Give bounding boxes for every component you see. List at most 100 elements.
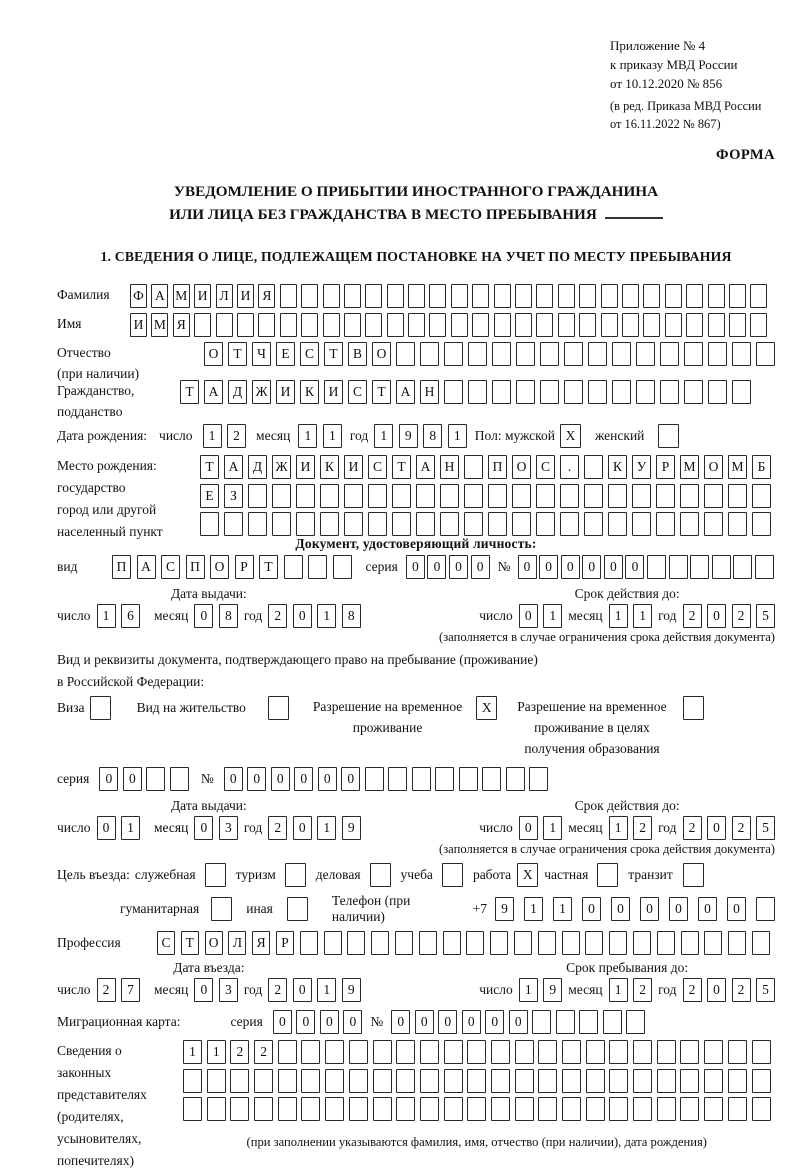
char-cell[interactable] <box>704 1068 724 1093</box>
char-cell[interactable] <box>536 512 555 537</box>
char-cell[interactable] <box>711 555 731 579</box>
char-cell[interactable]: И <box>276 380 295 404</box>
char-cell[interactable]: З <box>224 483 243 508</box>
char-cell[interactable] <box>493 313 511 337</box>
char-cell[interactable] <box>505 767 525 791</box>
char-cell[interactable]: 1 <box>317 978 337 1002</box>
char-cell[interactable] <box>267 696 289 720</box>
char-cell[interactable] <box>643 284 661 308</box>
char-cell[interactable] <box>206 1068 226 1093</box>
char-cell[interactable]: 0 <box>707 816 726 840</box>
char-cell[interactable] <box>728 483 747 508</box>
char-cell[interactable] <box>656 1040 676 1064</box>
char-cell[interactable] <box>435 767 455 791</box>
char-cell[interactable] <box>707 284 725 308</box>
char-cell[interactable]: 9 <box>341 816 361 840</box>
char-cell[interactable] <box>299 931 318 955</box>
char-cell[interactable] <box>258 313 276 337</box>
char-cell[interactable] <box>588 342 607 366</box>
char-cell[interactable] <box>372 1097 392 1122</box>
char-cell[interactable] <box>751 1068 771 1093</box>
char-cell[interactable]: 0 <box>391 1010 411 1034</box>
char-cell[interactable] <box>536 284 554 308</box>
char-cell[interactable] <box>200 512 219 537</box>
char-cell[interactable] <box>660 380 679 404</box>
char-cell[interactable] <box>420 342 439 366</box>
char-cell[interactable] <box>751 1097 771 1122</box>
char-cell[interactable] <box>371 931 390 955</box>
char-cell[interactable]: 0 <box>470 555 490 579</box>
char-cell[interactable]: П <box>112 555 131 579</box>
char-cell[interactable] <box>727 1040 747 1064</box>
char-cell[interactable] <box>704 1040 724 1064</box>
char-cell[interactable] <box>656 483 675 508</box>
char-cell[interactable]: Ч <box>252 342 271 366</box>
char-cell[interactable] <box>368 512 387 537</box>
char-cell[interactable] <box>322 284 340 308</box>
char-cell[interactable]: 0 <box>582 897 601 921</box>
char-cell[interactable]: 1 <box>543 604 563 628</box>
char-cell[interactable] <box>602 1010 622 1034</box>
char-cell[interactable] <box>585 1097 605 1122</box>
char-cell[interactable] <box>514 1068 534 1093</box>
char-cell[interactable] <box>684 380 703 404</box>
char-cell[interactable]: 9 <box>398 424 418 448</box>
char-cell[interactable]: И <box>324 380 343 404</box>
char-cell[interactable]: 2 <box>682 978 702 1002</box>
char-cell[interactable]: Т <box>372 380 391 404</box>
char-cell[interactable]: 0 <box>292 978 312 1002</box>
char-cell[interactable] <box>419 1068 439 1093</box>
char-cell[interactable]: 0 <box>194 816 214 840</box>
char-cell[interactable]: Р <box>656 455 675 479</box>
char-cell[interactable] <box>254 1097 274 1122</box>
char-cell[interactable] <box>364 767 384 791</box>
char-cell[interactable]: 0 <box>194 604 214 628</box>
char-cell[interactable] <box>488 483 507 508</box>
char-cell[interactable]: 1 <box>121 816 140 840</box>
char-cell[interactable] <box>146 767 166 791</box>
checkbox-other[interactable] <box>286 897 308 921</box>
char-cell[interactable]: К <box>608 455 627 479</box>
char-cell[interactable] <box>277 1097 297 1122</box>
char-cell[interactable] <box>467 1040 487 1064</box>
char-cell[interactable]: 8 <box>218 604 238 628</box>
char-cell[interactable]: 0 <box>707 604 726 628</box>
char-cell[interactable]: Я <box>258 284 276 308</box>
char-cell[interactable] <box>279 313 297 337</box>
char-cell[interactable] <box>512 483 531 508</box>
char-cell[interactable]: Т <box>324 342 343 366</box>
char-cell[interactable]: 2 <box>633 816 653 840</box>
char-cell[interactable]: 1 <box>608 978 628 1002</box>
char-cell[interactable] <box>537 931 556 955</box>
char-cell[interactable] <box>468 342 487 366</box>
char-cell[interactable]: Я <box>252 931 271 955</box>
char-cell[interactable] <box>514 1097 534 1122</box>
char-cell[interactable]: 2 <box>682 604 702 628</box>
char-cell[interactable] <box>493 284 511 308</box>
char-cell[interactable]: 0 <box>461 1010 481 1034</box>
char-cell[interactable]: М <box>172 284 190 308</box>
char-cell[interactable]: А <box>151 284 169 308</box>
char-cell[interactable] <box>564 380 583 404</box>
char-cell[interactable] <box>750 284 768 308</box>
char-cell[interactable] <box>538 1040 558 1064</box>
char-cell[interactable]: 0 <box>292 816 312 840</box>
char-cell[interactable] <box>529 767 549 791</box>
char-cell[interactable]: 0 <box>343 1010 363 1034</box>
char-cell[interactable] <box>658 424 680 448</box>
char-cell[interactable] <box>296 512 315 537</box>
char-cell[interactable] <box>532 1010 552 1034</box>
char-cell[interactable] <box>254 1068 274 1093</box>
char-cell[interactable] <box>632 931 651 955</box>
